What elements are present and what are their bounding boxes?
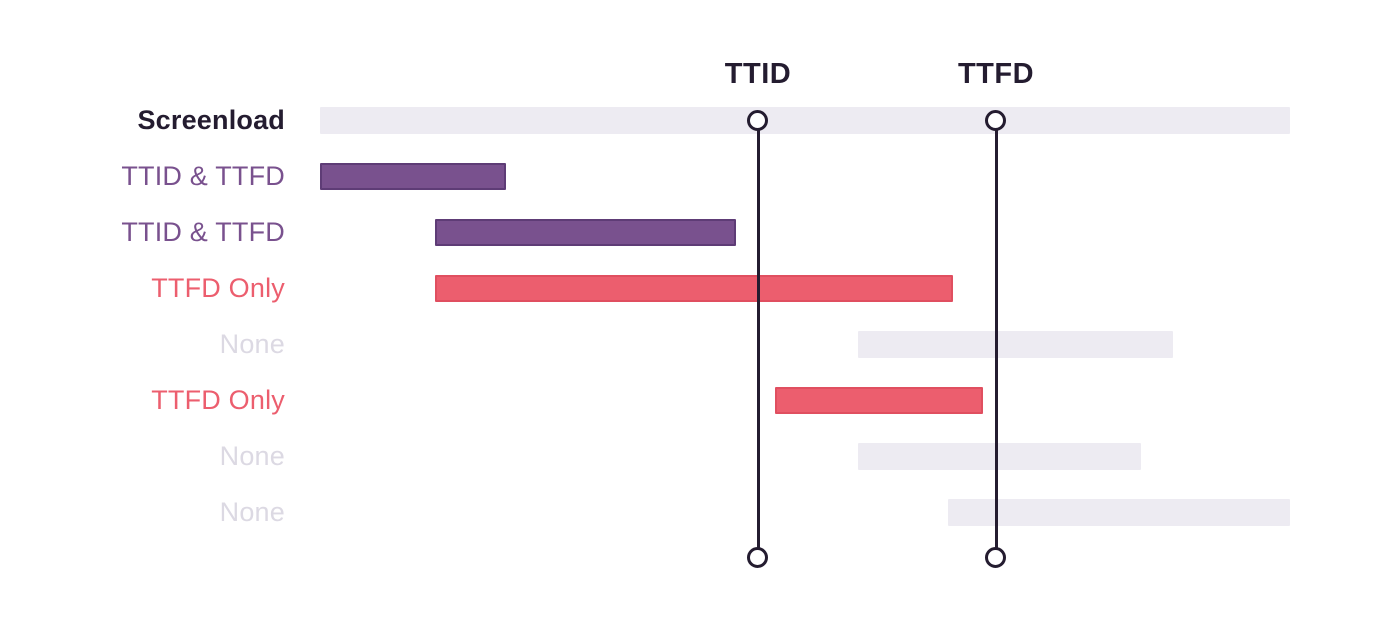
span-bar-ttfd-only — [435, 275, 953, 302]
ttfd-marker-bottom-circle — [985, 547, 1006, 568]
ttid-marker-label: TTID — [724, 58, 792, 90]
span-bar-ttid-ttfd — [320, 163, 506, 190]
ttid-marker-bottom-circle — [747, 547, 768, 568]
span-bar-none — [858, 443, 1141, 470]
row-label-ttfd-only: TTFD Only — [151, 273, 285, 303]
span-bar-screenload — [320, 107, 1290, 134]
ttfd-marker-line — [994, 121, 998, 558]
span-bar-ttid-ttfd — [435, 219, 736, 246]
ttid-marker-top-circle — [747, 110, 768, 131]
row-label-none: None — [219, 329, 285, 359]
span-bar-none — [858, 331, 1173, 358]
row-label-screenload: Screenload — [137, 105, 285, 135]
row-label-none: None — [219, 441, 285, 471]
row-label-ttid-ttfd: TTID & TTFD — [121, 161, 285, 191]
span-bar-ttfd-only — [775, 387, 983, 414]
ttfd-marker-label: TTFD — [957, 58, 1035, 90]
row-label-ttid-ttfd: TTID & TTFD — [121, 217, 285, 247]
ttid-marker-line — [756, 121, 760, 558]
row-label-ttfd-only: TTFD Only — [151, 385, 285, 415]
ttfd-marker-top-circle — [985, 110, 1006, 131]
row-label-none: None — [219, 497, 285, 527]
span-bar-none — [948, 499, 1290, 526]
